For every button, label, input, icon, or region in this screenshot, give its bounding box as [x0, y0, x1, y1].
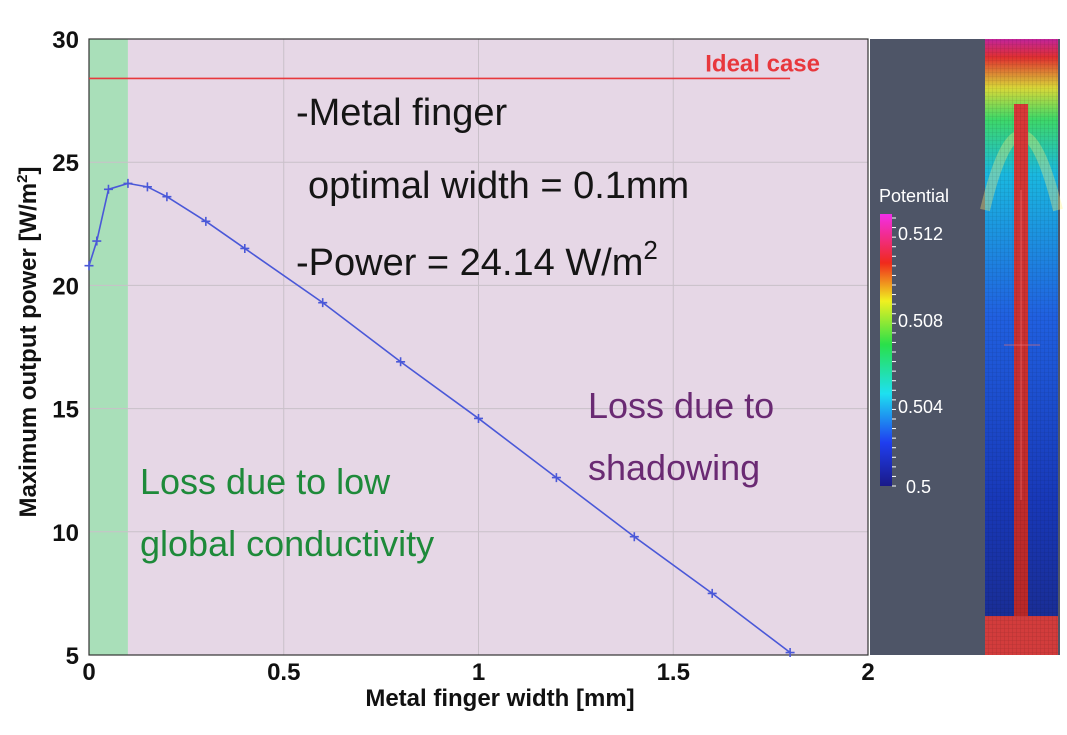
colorbar-minor-ticks [892, 217, 896, 487]
annotation-power-main: -Power = 24.14 W/m [296, 242, 643, 284]
data-point-3 [123, 178, 133, 188]
data-point-9 [396, 357, 406, 367]
y-tick-label-0: 5 [66, 643, 79, 670]
colorbar-tick-0512: 0.512 [898, 224, 943, 244]
y-axis-label-tail: ] [15, 167, 42, 175]
data-point-5 [162, 192, 172, 202]
x-axis-label: Metal finger width [mm] [365, 685, 634, 712]
x-tick-label-0: 0 [82, 659, 95, 686]
annotation-power: -Power = 24.14 W/m2 [296, 235, 658, 284]
x-tick-label-3: 1.5 [657, 659, 690, 686]
power-series-markers [84, 178, 795, 658]
y-axis-label-main: Maximum output power [W/m [15, 183, 42, 518]
plot-frame [88, 38, 869, 656]
ideal-case-label: Ideal case [705, 50, 820, 77]
x-tick-label-1: 0.5 [267, 659, 300, 686]
data-point-1 [92, 236, 102, 246]
data-point-8 [318, 298, 328, 308]
y-axis-label-sup: 2 [14, 175, 31, 183]
x-tick-label-4: 2 [861, 659, 874, 686]
colorbar-tick-0508: 0.508 [898, 311, 943, 331]
y-tick-label-5: 30 [52, 27, 79, 54]
annotation-shadowing-line2: shadowing [588, 447, 760, 488]
y-tick-label-1: 10 [52, 520, 79, 547]
y-tick-label-4: 25 [52, 150, 79, 177]
data-point-12 [629, 532, 639, 542]
annotation-metal-finger: -Metal finger [296, 92, 508, 134]
low-conductivity-region [89, 39, 128, 655]
x-tick-labels: 0 0.5 1 1.5 2 [82, 659, 874, 686]
colorbar-tick-0504: 0.504 [898, 397, 943, 417]
colorbar-tick-05: 0.5 [906, 477, 931, 497]
potential-simulation-inset: Potential 0.512 0.508 0.504 0.5 [870, 39, 1063, 655]
annotation-optimal-width: optimal width = 0.1mm [308, 165, 689, 207]
annotation-shadowing-line1: Loss due to [588, 385, 774, 426]
annotation-low-conductivity-line1: Loss due to low [140, 461, 391, 502]
colorbar-title: Potential [879, 186, 949, 206]
colorbar [880, 214, 892, 486]
data-point-14 [785, 648, 795, 658]
data-point-10 [474, 413, 483, 423]
y-tick-label-3: 20 [52, 273, 79, 300]
data-point-0 [84, 261, 94, 271]
annotation-power-sup: 2 [643, 235, 657, 265]
annotation-low-conductivity-line2: global conductivity [140, 523, 434, 564]
y-tick-label-2: 15 [52, 397, 79, 424]
shadowing-region [127, 39, 868, 655]
x-tick-label-2: 1 [472, 659, 485, 686]
data-point-4 [142, 182, 152, 192]
data-point-6 [201, 216, 211, 226]
y-tick-labels: 5 10 15 20 25 30 [52, 27, 79, 670]
data-point-13 [707, 588, 717, 598]
y-axis-label: Maximum output power [W/m2] [14, 167, 42, 518]
data-point-11 [551, 473, 561, 483]
data-point-7 [240, 243, 250, 253]
data-point-2 [103, 184, 113, 194]
